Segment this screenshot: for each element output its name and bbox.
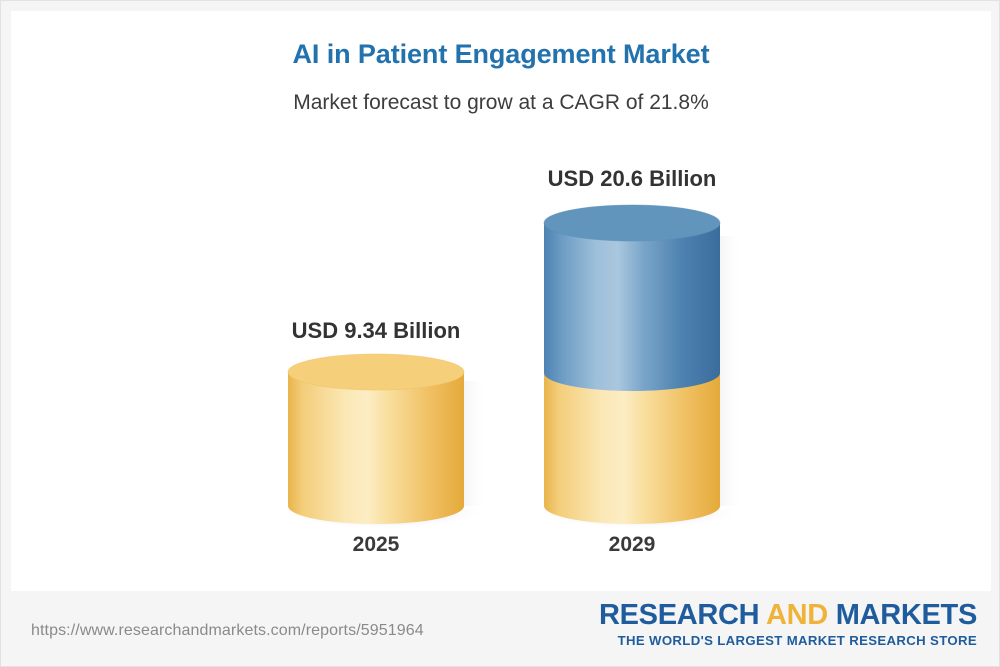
source-url[interactable]: https://www.researchandmarkets.com/repor…	[31, 622, 424, 639]
logo-markets-text: MARKETS	[835, 599, 978, 631]
value-label-2025: USD 9.34 Billion	[291, 318, 461, 343]
category-label-2029: 2029	[608, 533, 656, 556]
chart-cylinders	[279, 204, 744, 529]
category-label-2025: 2025	[352, 533, 400, 556]
logo-tagline: THE WORLD'S LARGEST MARKET RESEARCH STOR…	[617, 632, 977, 648]
page-title: AI in Patient Engagement Market	[292, 39, 710, 69]
chart-panel	[11, 11, 991, 591]
bar-2025	[287, 353, 465, 524]
value-label-2029: USD 20.6 Billion	[547, 166, 717, 191]
logo-research-text: RESEARCH	[598, 599, 760, 631]
page-subtitle: Market forecast to grow at a CAGR of 21.…	[293, 91, 709, 114]
logo-wordmark: RESEARCH AND MARKETS	[598, 599, 978, 631]
logo-and-text: AND	[766, 599, 828, 631]
bar-2029	[543, 204, 721, 524]
research-and-markets-logo[interactable]: RESEARCH AND MARKETS THE WORLD'S LARGEST…	[598, 599, 978, 648]
